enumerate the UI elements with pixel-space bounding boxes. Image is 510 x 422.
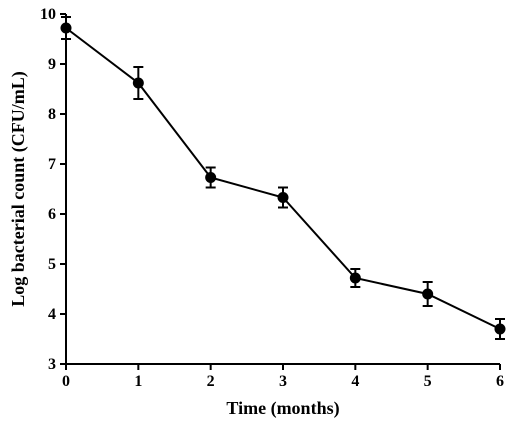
data-point-group	[494, 318, 506, 340]
y-tick-label: 4	[48, 306, 56, 323]
data-point-group	[205, 166, 217, 189]
x-tick-label: 5	[424, 373, 432, 390]
data-point	[422, 288, 434, 300]
y-tick-label: 6	[48, 206, 56, 223]
data-point	[60, 22, 72, 34]
x-tick-label: 6	[496, 373, 504, 390]
y-tick-label: 8	[48, 106, 56, 123]
data-point	[205, 172, 217, 183]
series-bacterial-count	[60, 16, 506, 340]
y-ticks: 3 4 5 6 7 8 9 10	[40, 6, 66, 373]
data-point-group	[132, 66, 144, 100]
y-tick-label: 9	[48, 56, 56, 73]
x-tick-label: 1	[134, 373, 142, 390]
x-ticks: 0 1 2 3 4 5 6	[62, 364, 504, 390]
y-tick-label: 7	[48, 156, 56, 173]
x-axis-title: Time (months)	[226, 398, 339, 419]
data-point	[494, 323, 506, 335]
data-point-group	[60, 16, 72, 40]
data-point-group	[422, 281, 434, 307]
x-tick-label: 0	[62, 373, 70, 390]
data-point-group	[349, 268, 361, 288]
x-tick-label: 4	[351, 373, 359, 390]
series-line	[65, 27, 501, 330]
y-tick-label: 5	[48, 256, 56, 273]
data-point	[277, 192, 289, 203]
y-tick-label: 3	[48, 356, 56, 373]
y-tick-label: 10	[40, 6, 56, 23]
data-point-group	[277, 186, 289, 209]
x-tick-label: 2	[207, 373, 215, 390]
y-axis-title: Log bacterial count (CFU/mL)	[8, 71, 29, 306]
data-point	[132, 77, 144, 89]
x-tick-label: 3	[279, 373, 287, 390]
data-point	[349, 272, 361, 284]
